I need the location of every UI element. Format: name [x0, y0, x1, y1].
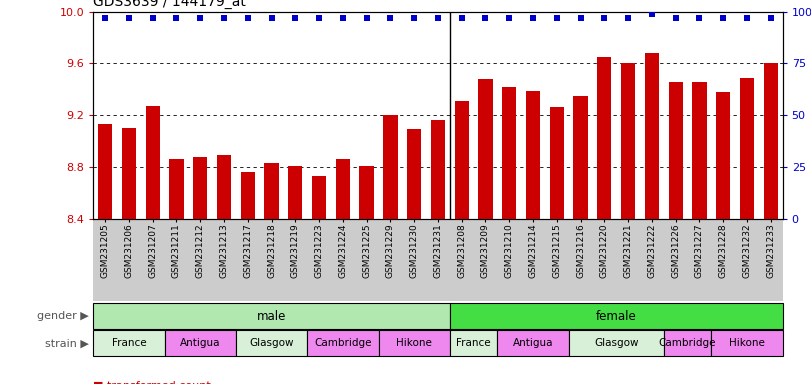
- Point: [408, 15, 421, 21]
- Bar: [407, 129, 421, 219]
- Bar: [573, 96, 588, 219]
- Bar: [621, 63, 635, 219]
- Point: [717, 15, 730, 21]
- Text: Antigua: Antigua: [180, 338, 221, 348]
- Bar: [359, 166, 374, 219]
- Bar: [764, 63, 778, 219]
- Point: [99, 15, 112, 21]
- Bar: [336, 159, 350, 219]
- Point: [312, 15, 325, 21]
- Bar: [379, 330, 450, 356]
- Point: [598, 15, 611, 21]
- Point: [170, 15, 183, 21]
- Point: [217, 15, 230, 21]
- Bar: [450, 330, 497, 356]
- Bar: [288, 166, 303, 219]
- Point: [574, 15, 587, 21]
- Text: Cambridge: Cambridge: [659, 338, 716, 348]
- Point: [455, 15, 468, 21]
- Bar: [193, 157, 208, 219]
- Point: [194, 15, 207, 21]
- Bar: [597, 57, 611, 219]
- Bar: [93, 330, 165, 356]
- Point: [503, 15, 516, 21]
- Bar: [384, 115, 397, 219]
- Point: [265, 15, 278, 21]
- Text: Cambridge: Cambridge: [314, 338, 371, 348]
- Bar: [693, 81, 706, 219]
- Point: [289, 15, 302, 21]
- Bar: [569, 330, 663, 356]
- Bar: [145, 106, 160, 219]
- Bar: [645, 53, 659, 219]
- Bar: [478, 79, 492, 219]
- Text: strain ▶: strain ▶: [45, 338, 89, 348]
- Bar: [663, 330, 711, 356]
- Text: Glasgow: Glasgow: [249, 338, 294, 348]
- Point: [693, 15, 706, 21]
- Bar: [93, 303, 450, 329]
- Bar: [450, 303, 783, 329]
- Bar: [217, 156, 231, 219]
- Point: [337, 15, 350, 21]
- Point: [669, 15, 682, 21]
- Bar: [307, 330, 379, 356]
- Point: [479, 15, 492, 21]
- Point: [621, 15, 634, 21]
- Text: female: female: [596, 310, 637, 323]
- Point: [242, 15, 255, 21]
- Point: [740, 15, 753, 21]
- Text: Hikone: Hikone: [729, 338, 765, 348]
- Text: France: France: [112, 338, 146, 348]
- Bar: [169, 159, 183, 219]
- Text: Antigua: Antigua: [513, 338, 553, 348]
- Text: GDS3639 / 144179_at: GDS3639 / 144179_at: [93, 0, 247, 9]
- Text: Hikone: Hikone: [397, 338, 432, 348]
- Point: [360, 15, 373, 21]
- Point: [431, 15, 444, 21]
- Point: [122, 15, 135, 21]
- Bar: [740, 78, 754, 219]
- Text: ■ transformed count: ■ transformed count: [93, 380, 211, 384]
- Text: Glasgow: Glasgow: [594, 338, 638, 348]
- Text: gender ▶: gender ▶: [37, 311, 89, 321]
- Point: [551, 15, 564, 21]
- Bar: [550, 108, 564, 219]
- Text: France: France: [457, 338, 491, 348]
- Bar: [711, 330, 783, 356]
- Bar: [497, 330, 569, 356]
- Bar: [455, 101, 469, 219]
- Bar: [165, 330, 236, 356]
- Bar: [264, 163, 279, 219]
- Bar: [236, 330, 307, 356]
- Bar: [312, 176, 326, 219]
- Point: [526, 15, 539, 21]
- Point: [146, 15, 159, 21]
- Bar: [526, 91, 540, 219]
- Bar: [668, 81, 683, 219]
- Bar: [241, 172, 255, 219]
- Text: male: male: [257, 310, 286, 323]
- Bar: [431, 121, 445, 219]
- Bar: [502, 87, 517, 219]
- Point: [764, 15, 777, 21]
- Bar: [98, 124, 112, 219]
- Bar: [122, 128, 136, 219]
- Point: [646, 10, 659, 17]
- Bar: [716, 92, 731, 219]
- Point: [384, 15, 397, 21]
